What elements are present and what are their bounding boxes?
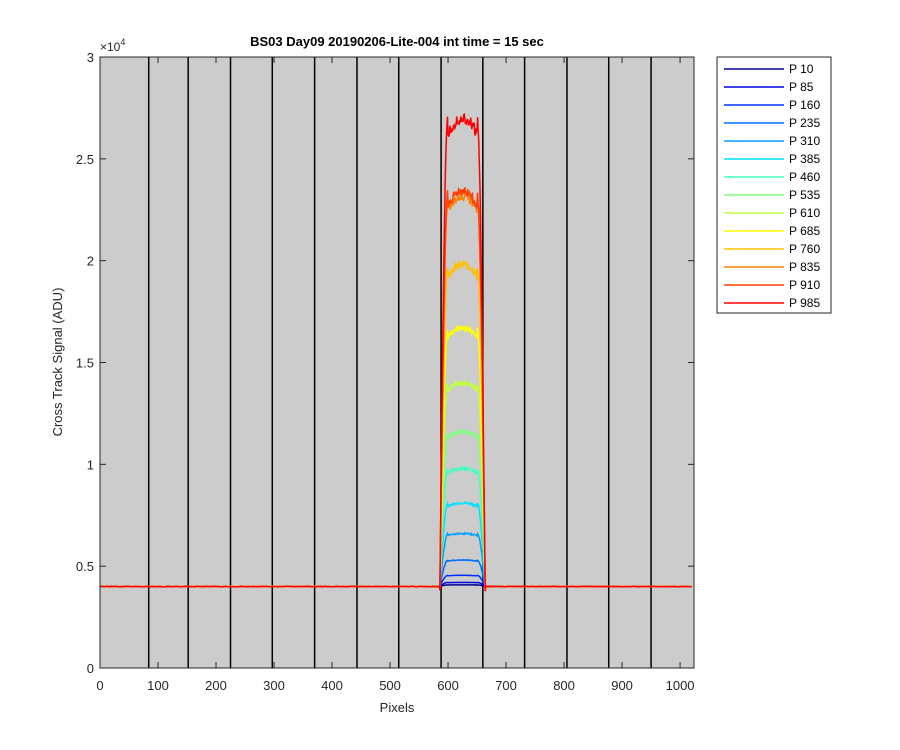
legend-box	[716, 56, 832, 314]
legend: P 10 P 85 P 160 P 235 P 310 P 385 P 460 P 535 P …	[716, 56, 832, 314]
x-tick-label: 800	[553, 678, 575, 693]
legend-label: P 535	[789, 188, 820, 202]
x-tick-label: 200	[205, 678, 227, 693]
x-axis: 0 100 200 300 400 500 600 700 800 900 1000	[96, 57, 695, 693]
legend-label: P 385	[789, 152, 820, 166]
y-tick-label: 2	[87, 254, 94, 269]
y-axis: 0 0.5 1 1.5 2 2.5 3	[76, 50, 694, 676]
x-tick-label: 0	[96, 678, 103, 693]
legend-label: P 160	[789, 98, 820, 112]
chart-title: BS03 Day09 20190206-Lite-004 int time = …	[250, 34, 544, 49]
legend-label: P 985	[789, 296, 820, 310]
y-tick-label: 1.5	[76, 356, 94, 371]
x-axis-label: Pixels	[380, 700, 415, 715]
vertical-lines	[147, 57, 652, 668]
legend-label: P 685	[789, 224, 820, 238]
legend-label: P 760	[789, 242, 820, 256]
x-tick-label: 100	[147, 678, 169, 693]
y-tick-label: 2.5	[76, 152, 94, 167]
x-tick-label: 600	[437, 678, 459, 693]
x-tick-label: 700	[495, 678, 517, 693]
legend-label: P 910	[789, 278, 820, 292]
x-tick-label: 400	[321, 678, 343, 693]
y-tick-label: 3	[87, 50, 94, 65]
y-tick-label: 0	[87, 661, 94, 676]
x-tick-label: 300	[263, 678, 285, 693]
legend-label: P 610	[789, 206, 820, 220]
x-tick-label: 1000	[666, 678, 695, 693]
legend-label: P 310	[789, 134, 820, 148]
series-line-p-985	[99, 112, 692, 592]
x-tick-label: 900	[611, 678, 633, 693]
legend-label: P 10	[789, 62, 814, 76]
svg-text:×104: ×104	[100, 37, 125, 54]
y-tick-label: 0.5	[76, 559, 94, 574]
y-axis-label: Cross Track Signal (ADU)	[50, 288, 65, 437]
legend-label: P 460	[789, 170, 820, 184]
series-lines	[99, 112, 692, 592]
y-exponent-base: ×10	[100, 40, 121, 54]
legend-label: P 835	[789, 260, 820, 274]
y-exponent-label: ×104	[100, 37, 125, 54]
legend-label: P 235	[789, 116, 820, 130]
legend-label: P 85	[789, 80, 814, 94]
y-exponent-power: 4	[120, 37, 125, 47]
x-tick-label: 500	[379, 678, 401, 693]
plot-area	[100, 57, 694, 668]
y-tick-label: 1	[87, 457, 94, 472]
